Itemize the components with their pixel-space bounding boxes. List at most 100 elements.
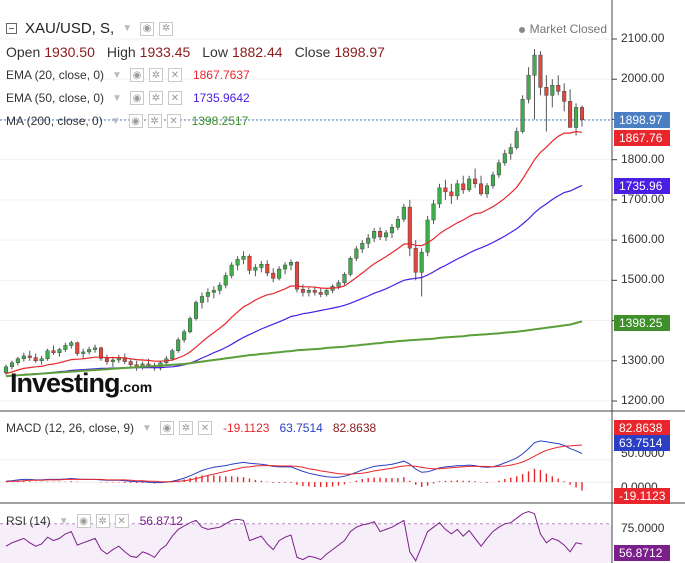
candle (550, 85, 555, 96)
indicator-ema20[interactable]: EMA (20, close, 0) ▼ ◉ ✲ ✕ 1867.7637 (6, 68, 250, 82)
candle (479, 183, 484, 195)
candle (538, 54, 543, 88)
tag-last-price: 1898.97 (614, 112, 670, 128)
macd-label: MACD (12, 26, close, 9) (6, 421, 135, 435)
candle (75, 342, 80, 354)
macd-hist-value: -19.1123 (222, 421, 270, 435)
candle (176, 339, 181, 351)
tag-rsi: 56.8712 (614, 545, 670, 561)
macd-signal-line (5, 444, 583, 483)
chevron-down-icon[interactable]: ▼ (110, 115, 121, 127)
price-axis-label: 1500.00 (621, 272, 665, 287)
price-axis-label: 2000.00 (621, 71, 665, 86)
gear-icon[interactable]: ✲ (95, 514, 110, 528)
close-icon[interactable]: ✕ (167, 91, 182, 105)
symbol-legend[interactable]: XAU/USD, S, ▼ ◉ ✲ (6, 20, 174, 37)
price-axis-label: 1600.00 (621, 232, 665, 247)
candle (199, 296, 204, 303)
close-icon[interactable]: ✕ (197, 421, 212, 435)
close-icon[interactable]: ✕ (114, 514, 129, 528)
eye-icon[interactable]: ◉ (128, 114, 143, 128)
candle (425, 219, 430, 253)
candle (306, 290, 311, 293)
rsi-value: 56.8712 (139, 514, 183, 528)
candle (461, 183, 466, 191)
chevron-down-icon[interactable]: ▼ (122, 23, 133, 34)
candle (389, 226, 395, 234)
candle (514, 131, 519, 148)
investing-logo: Investing.com (10, 368, 153, 398)
chevron-down-icon[interactable]: ▼ (142, 422, 152, 434)
chevron-down-icon[interactable]: ▼ (112, 69, 122, 81)
candle (253, 267, 258, 271)
candle (342, 274, 347, 283)
gear-icon[interactable]: ✲ (148, 68, 163, 82)
macd-legend[interactable]: MACD (12, 26, close, 9) ▼ ◉ ✲ ✕ -19.1123 6… (6, 421, 376, 435)
candle (21, 355, 26, 360)
candle (401, 206, 406, 220)
candle (98, 347, 104, 359)
candle (259, 263, 264, 268)
chevron-down-icon[interactable]: ▼ (58, 515, 69, 527)
price-axis-label: 1200.00 (621, 393, 665, 407)
eye-icon[interactable]: ◉ (129, 68, 144, 82)
candle (229, 264, 234, 276)
rsi-label: RSI (14) (6, 514, 51, 528)
indicator-ema50[interactable]: EMA (50, close, 0) ▼ ◉ ✲ ✕ 1735.9642 (6, 91, 250, 105)
candle (437, 187, 442, 205)
candle (384, 232, 389, 238)
candle (526, 74, 531, 100)
gear-icon[interactable]: ✲ (178, 421, 193, 435)
ma200-value: 1398.2517 (191, 114, 249, 128)
candle (467, 178, 472, 191)
close-label: Close (294, 44, 331, 60)
candle (247, 255, 252, 271)
eye-icon[interactable]: ◉ (140, 21, 155, 36)
close-icon[interactable]: ✕ (166, 114, 181, 128)
candle (419, 251, 424, 273)
candle (568, 101, 573, 128)
indicator-ma200[interactable]: MA (200, close, 0) ▼ ◉ ✲ ✕ 1398.2517 (6, 114, 248, 128)
candle (484, 185, 490, 195)
chevron-down-icon[interactable]: ▼ (112, 92, 122, 104)
candle (312, 290, 317, 293)
ema20-label: EMA (20, close, 0) (6, 68, 105, 82)
candle (532, 54, 537, 76)
gear-icon[interactable]: ✲ (148, 91, 163, 105)
price-axis-label: 2100.00 (621, 31, 665, 45)
open-label: Open (6, 44, 41, 60)
ma200-label: MA (200, close, 0) (6, 114, 103, 128)
candle (45, 350, 50, 360)
candle (372, 231, 377, 239)
candle (93, 347, 98, 350)
collapse-icon[interactable] (6, 23, 17, 34)
candle (294, 261, 300, 290)
close-icon[interactable]: ✕ (167, 68, 182, 82)
rsi-legend[interactable]: RSI (14) ▼ ◉ ✲ ✕ 56.8712 (6, 514, 183, 528)
candle (271, 272, 276, 279)
price-axis-label: 1800.00 (621, 151, 665, 166)
eye-icon[interactable]: ◉ (76, 514, 91, 528)
candle (288, 261, 294, 266)
candle (324, 290, 329, 295)
candle (562, 91, 567, 102)
eye-icon[interactable]: ◉ (129, 91, 144, 105)
candle (81, 351, 86, 354)
candle (69, 342, 74, 346)
candle (502, 153, 507, 164)
tag-ma200: 1398.25 (614, 315, 670, 331)
price-axis-label: 1700.00 (621, 191, 665, 206)
candle (170, 350, 175, 360)
candle (57, 349, 62, 353)
eye-icon[interactable]: ◉ (159, 421, 174, 435)
gear-icon[interactable]: ✲ (159, 21, 174, 36)
candle (354, 248, 359, 259)
candle (223, 275, 228, 286)
candle (205, 292, 210, 297)
ema50-label: EMA (50, close, 0) (6, 91, 105, 105)
candle (283, 264, 288, 270)
candle (395, 218, 400, 228)
candle (15, 358, 20, 364)
gear-icon[interactable]: ✲ (147, 114, 162, 128)
